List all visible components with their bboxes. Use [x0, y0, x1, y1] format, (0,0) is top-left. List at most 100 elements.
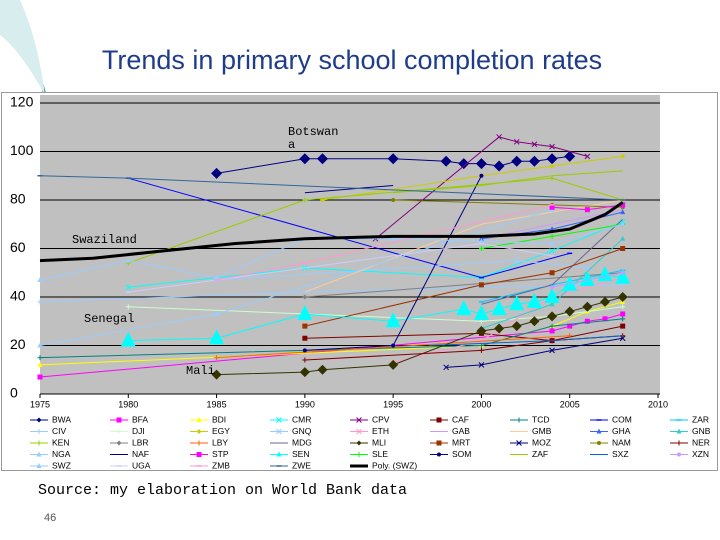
- marker: [584, 318, 590, 324]
- marker: [478, 238, 484, 244]
- y-tick-label: 20: [10, 336, 26, 352]
- series-line: [322, 155, 623, 201]
- marker: [584, 153, 591, 160]
- legend-label: STP: [212, 449, 229, 459]
- marker: [37, 355, 43, 361]
- marker: [391, 198, 396, 202]
- legend-label: MRT: [452, 437, 470, 447]
- marker: [513, 138, 520, 145]
- marker: [584, 207, 590, 213]
- marker: [549, 175, 555, 181]
- trend-line: [39, 201, 624, 263]
- marker: [387, 153, 399, 165]
- marker: [676, 440, 682, 446]
- marker: [302, 357, 308, 363]
- legend-label: SXZ: [612, 449, 629, 459]
- marker: [513, 257, 520, 264]
- legend-label: ZWE: [292, 460, 311, 470]
- series-line: [446, 337, 623, 368]
- marker: [526, 292, 542, 308]
- y-tick-label: 100: [10, 142, 34, 158]
- marker: [302, 294, 308, 300]
- marker: [531, 141, 538, 148]
- decor-shape: [0, 0, 45, 95]
- legend-label: SWZ: [52, 460, 71, 470]
- marker: [549, 328, 555, 334]
- marker: [516, 417, 522, 423]
- series-line: [39, 318, 623, 359]
- series-line: [393, 277, 623, 363]
- marker: [299, 367, 310, 378]
- marker: [582, 301, 593, 312]
- legend-label: GNB: [692, 426, 711, 436]
- marker: [602, 316, 608, 322]
- series-line: [481, 219, 624, 305]
- marker: [620, 221, 626, 227]
- y-tick-label: 80: [10, 191, 26, 207]
- marker: [436, 440, 442, 446]
- legend-label: KEN: [52, 437, 69, 447]
- legend-label: Poly. (SWZ): [372, 460, 417, 470]
- x-tick-label: 1995: [383, 399, 403, 409]
- legend-label: NER: [692, 437, 710, 447]
- marker: [478, 337, 485, 344]
- y-tick-label: 40: [10, 288, 26, 304]
- marker: [620, 304, 626, 310]
- marker: [620, 153, 626, 159]
- y-tick-label: 0: [10, 385, 18, 401]
- marker: [620, 246, 626, 251]
- annotation: Botswan a: [288, 125, 339, 152]
- marker: [125, 304, 131, 310]
- series-line: [428, 335, 623, 346]
- marker: [516, 440, 522, 446]
- y-tick-label: 120: [10, 94, 34, 110]
- marker: [478, 282, 484, 288]
- marker: [677, 452, 681, 457]
- legend-label: MDG: [292, 437, 312, 447]
- legend-label: GNQ: [292, 426, 312, 436]
- marker: [297, 304, 313, 320]
- legend-label: SEN: [292, 449, 309, 459]
- marker: [567, 323, 573, 329]
- marker: [547, 311, 558, 322]
- legend-label: COM: [612, 414, 632, 424]
- marker: [356, 452, 362, 457]
- marker: [299, 153, 311, 165]
- marker: [196, 452, 202, 457]
- marker: [214, 355, 220, 361]
- marker: [196, 440, 202, 446]
- marker: [476, 325, 487, 336]
- y-tick-label: 60: [10, 239, 26, 255]
- marker: [620, 311, 626, 317]
- legend-label: CAF: [452, 414, 469, 424]
- marker: [511, 321, 522, 332]
- legend-label: DJI: [132, 426, 145, 436]
- x-tick-label: 1985: [207, 399, 227, 409]
- legend-label: ZAR: [692, 414, 709, 424]
- marker: [196, 417, 202, 422]
- legend-label: CIV: [52, 426, 67, 436]
- x-tick-label: 1980: [118, 399, 138, 409]
- marker: [436, 417, 442, 423]
- marker: [620, 209, 626, 215]
- marker: [37, 299, 43, 305]
- marker: [456, 300, 472, 316]
- plot-area: [40, 95, 660, 394]
- legend-label: SOM: [452, 449, 471, 459]
- marker: [546, 153, 558, 165]
- legend-label: NGA: [52, 449, 71, 459]
- marker: [597, 441, 601, 445]
- marker: [209, 329, 225, 345]
- series-line: [304, 184, 394, 194]
- marker: [564, 306, 575, 317]
- marker: [276, 428, 282, 435]
- legend-label: BWA: [52, 414, 71, 424]
- marker: [37, 342, 43, 348]
- marker: [36, 417, 42, 423]
- marker: [615, 268, 631, 284]
- marker: [116, 440, 122, 446]
- legend-label: BDI: [212, 414, 226, 424]
- marker: [549, 270, 555, 276]
